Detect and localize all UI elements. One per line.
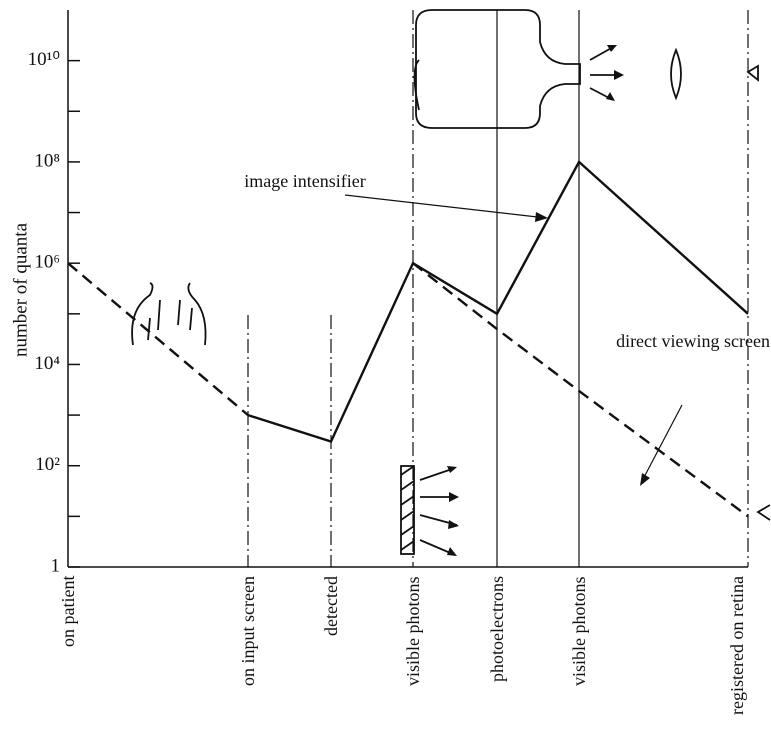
x-tick-label: detected (320, 576, 342, 736)
pictograms (132, 10, 770, 555)
x-tick-label: on input screen (237, 576, 259, 736)
y-tick-label: 1 (51, 555, 61, 576)
y-tick-label: 10⁴ (34, 353, 60, 374)
y-axis-label: number of quanta (10, 222, 31, 357)
series-label: direct viewing screen (600, 330, 770, 352)
annotation-arrowhead (640, 473, 650, 486)
x-tick-label: visible photons (402, 576, 424, 736)
series-label: image intensifier (240, 170, 370, 192)
chart: number of quanta 1 10² 10⁴ 10⁶ 10⁸ 10¹⁰ (0, 0, 771, 735)
annotation-arrow (345, 195, 546, 218)
annotation-arrow (641, 405, 682, 483)
y-tick-label: 10¹⁰ (28, 49, 60, 70)
y-tick-label: 10² (35, 454, 60, 475)
y-tick-label: 10⁸ (34, 150, 60, 171)
x-tick-label: on patient (57, 576, 79, 736)
x-tick-label: photoelectrons (486, 576, 508, 736)
x-tick-label: registered on retina (726, 576, 771, 736)
series-line (248, 162, 748, 442)
page: number of quanta 110²10⁴10⁶10⁸10¹⁰ (() =… (0, 0, 771, 735)
x-tick-label: visible photons (568, 576, 590, 736)
y-tick-label: 10⁶ (34, 252, 60, 273)
